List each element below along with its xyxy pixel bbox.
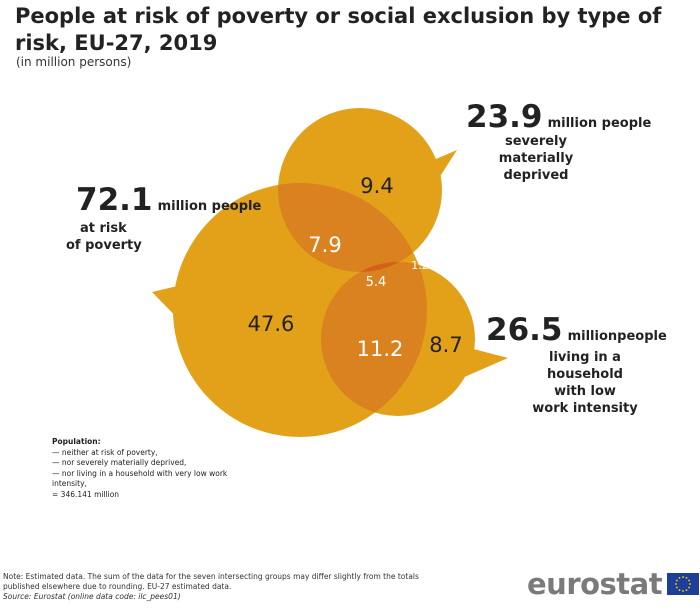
region-poverty-deprived: 7.9 [308,233,341,257]
poverty-desc-line1: at risk [80,221,127,236]
population-line1: — neither at risk of poverty, [52,447,158,457]
logo-text: eurostat [527,567,663,601]
work-total: 26.5 [486,312,563,348]
deprived-description: severely materially deprived [466,133,606,184]
note-line2: published elsewhere due to rounding. EU-… [3,582,232,591]
work-annotation: 26.5 millionpeople [486,312,667,348]
region-all-three: 5.4 [366,275,387,290]
work-desc-line3: work intensity [532,401,638,416]
work-description: living in a household with low work inte… [510,349,660,417]
population-line2: — nor severely materially deprived, [52,458,187,467]
poverty-annotation: 72.1 million people [76,182,261,218]
region-deprived-only: 9.4 [360,174,393,198]
source-line: Source: Eurostat (online data code: ilc_… [3,592,181,601]
deprived-annotation: 23.9 million people [466,99,651,135]
population-line4: intensity, [52,479,87,488]
note-line1: Note: Estimated data. The sum of the dat… [3,572,419,581]
region-poverty-only: 47.6 [248,312,295,336]
population-note: Population: — neither at risk of poverty… [52,437,252,500]
chart-title: People at risk of poverty or social excl… [15,4,662,55]
deprived-desc-line1: severely materially [498,134,574,166]
work-unit: millionpeople [567,329,667,344]
deprived-total: 23.9 [466,99,543,135]
chart-subtitle: (in million persons) [16,55,132,69]
population-line3: — nor living in a household with very lo… [52,468,228,478]
deprived-desc-line2: deprived [503,168,569,183]
poverty-unit: million people [157,199,262,214]
deprived-unit: million people [547,116,652,131]
work-desc-line1: living in a household [547,350,623,382]
region-work-only: 8.7 [429,333,462,357]
poverty-description: at risk of poverty [66,220,142,254]
work-bubble-tail [462,347,508,378]
eu-flag-icon [667,573,700,595]
region-deprived-work: 1.2 [411,259,429,272]
population-heading: Population: [52,437,101,446]
work-desc-line2: with low [554,384,616,399]
population-line5: = 346.141 million [52,489,120,499]
region-poverty-work: 11.2 [357,337,404,361]
footnote: Note: Estimated data. The sum of the dat… [3,572,473,602]
poverty-desc-line2: of poverty [66,238,142,253]
eurostat-logo: eurostat [527,567,700,601]
poverty-work-overlap [321,262,427,416]
poverty-total: 72.1 [76,182,153,218]
